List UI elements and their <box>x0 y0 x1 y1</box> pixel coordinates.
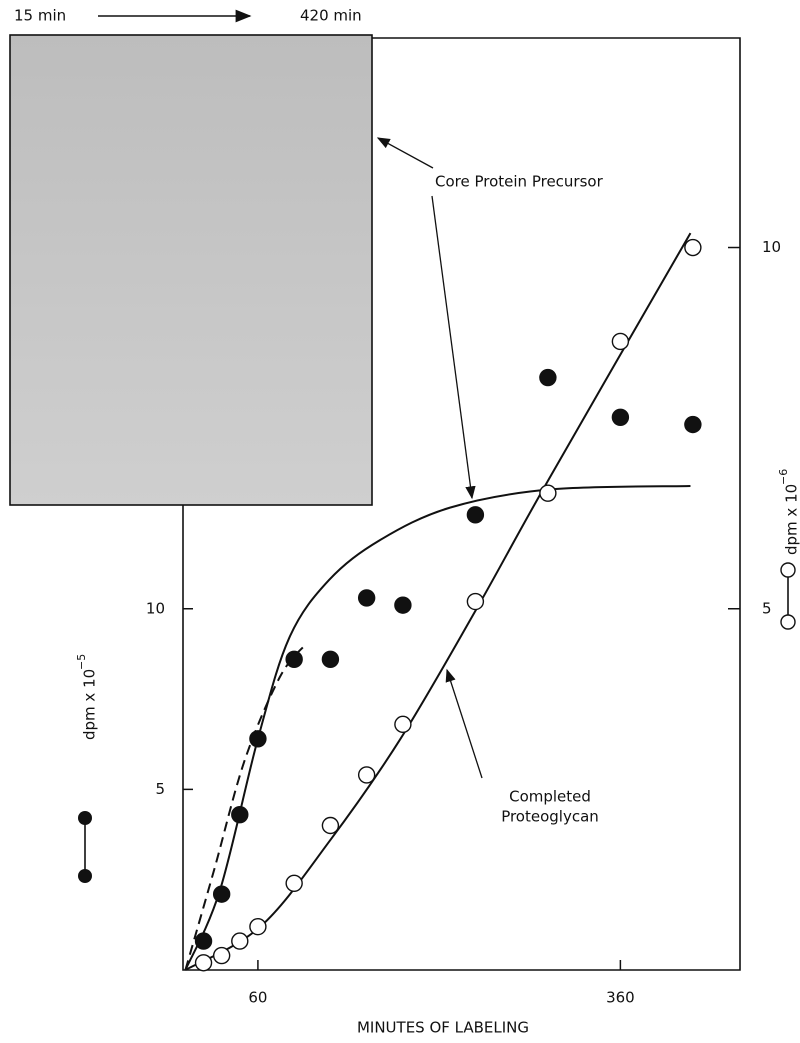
annotation: Completed <box>509 788 591 806</box>
annotation-arrow <box>376 137 434 169</box>
legend-glyph <box>780 614 796 630</box>
data-point <box>285 874 303 893</box>
data-point <box>394 596 412 614</box>
y2-axis-label-exponent: −6 <box>777 469 790 485</box>
data-point <box>539 484 557 502</box>
data-point <box>611 332 630 351</box>
y-axis-label-exponent: −5 <box>75 654 88 670</box>
data-point <box>466 592 485 611</box>
annotation-arrow <box>445 668 483 779</box>
y-tick-label: 10 <box>146 599 165 617</box>
gel-inset <box>9 34 373 506</box>
data-point <box>212 946 231 965</box>
y2-tick-label: 5 <box>762 599 772 617</box>
x-tick-label: 60 <box>248 989 267 1007</box>
y-tick-label: 5 <box>155 780 165 798</box>
annotation: Core Protein Precursor <box>435 173 604 191</box>
x-tick-label: 360 <box>606 989 635 1007</box>
y2-tick-label: 10 <box>762 238 781 256</box>
data-point <box>357 589 376 607</box>
gel-image <box>9 34 373 506</box>
data-point <box>285 650 303 669</box>
data-point <box>684 415 702 434</box>
data-point <box>466 506 485 524</box>
annotation: Proteoglycan <box>501 808 599 826</box>
legend-glyph <box>780 562 796 578</box>
data-point <box>321 816 340 835</box>
data-point <box>249 917 267 936</box>
data-point <box>539 368 557 387</box>
axes-frame <box>182 37 741 971</box>
fit-curve <box>184 644 306 971</box>
y2-axis-label-text: dpm x 10 <box>783 484 800 555</box>
data-point <box>231 805 249 824</box>
data-point <box>231 932 249 950</box>
data-point <box>249 730 267 748</box>
y-axis-label: dpm x 10 −5 <box>75 654 99 740</box>
data-point <box>684 238 702 257</box>
legend-glyph <box>78 811 92 825</box>
fit-curve <box>184 484 691 971</box>
y2-axis-label: dpm x 10 −6 <box>777 469 800 555</box>
x-axis-label: MINUTES OF LABELING <box>357 1019 529 1037</box>
data-point <box>321 650 340 669</box>
legend-glyph <box>78 869 92 883</box>
inset-header-start: 15 min <box>14 7 66 25</box>
data-point <box>212 885 231 903</box>
data-point <box>194 954 213 972</box>
data-point <box>611 408 630 427</box>
annotation-arrow <box>431 195 476 500</box>
y-axis-label-text: dpm x 10 <box>81 669 99 740</box>
fit-curve <box>184 232 692 971</box>
inset-header-end: 420 min <box>300 7 362 25</box>
data-point <box>394 715 412 734</box>
data-point <box>357 766 376 784</box>
data-point <box>194 932 213 950</box>
